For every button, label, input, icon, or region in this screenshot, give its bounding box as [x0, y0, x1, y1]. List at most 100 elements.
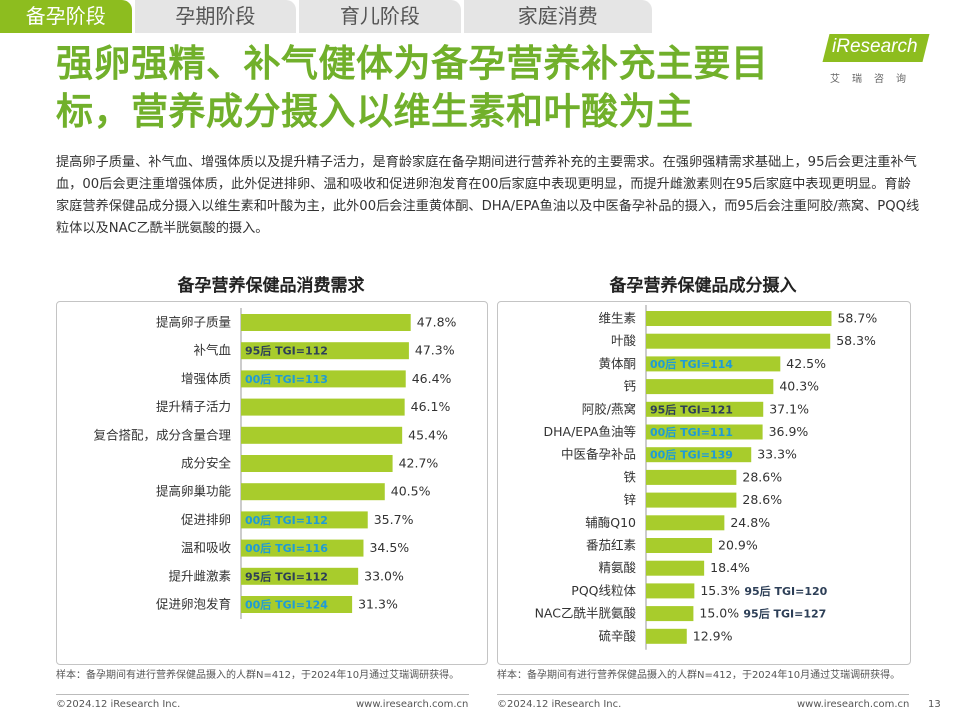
value-label: 31.3% — [358, 597, 398, 612]
bar — [241, 342, 409, 360]
category-label: 提高卵巢功能 — [156, 484, 232, 499]
value-label: 33.0% — [364, 568, 404, 583]
category-label: 精氨酸 — [598, 560, 636, 575]
value-label: 20.9% — [718, 538, 758, 553]
value-label: 47.8% — [417, 315, 457, 330]
bar — [241, 370, 406, 388]
value-label: 58.7% — [837, 311, 877, 326]
bar — [646, 401, 764, 417]
value-label: 36.9% — [769, 424, 809, 439]
category-label: 提升雌激素 — [168, 568, 231, 583]
category-label: 钙 — [623, 379, 636, 394]
bar — [646, 333, 831, 349]
value-label: 28.6% — [742, 492, 782, 507]
tab-parenting[interactable]: 育儿阶段 — [299, 0, 461, 33]
category-label: 提高卵子质量 — [156, 315, 231, 330]
footer-url-left[interactable]: www.iresearch.com.cn — [356, 699, 469, 710]
value-label: 35.7% — [374, 512, 414, 527]
bar — [241, 455, 393, 472]
category-label: 锌 — [623, 492, 636, 507]
bar — [241, 511, 368, 529]
tgi-label: 95后 TGI=127 — [743, 607, 826, 621]
sample-note-left: 样本：备孕期间有进行营养保健品摄入的人群N=412，于2024年10月通过艾瑞调… — [56, 670, 460, 681]
bar — [241, 483, 385, 501]
tgi-label: 00后 TGI=111 — [650, 425, 733, 439]
logo-sub: 艾瑞咨询 — [830, 74, 918, 85]
tgi-label: 00后 TGI=113 — [245, 372, 328, 386]
category-label: 增强体质 — [181, 371, 231, 386]
bar — [646, 356, 781, 372]
category-label: 补气血 — [193, 343, 231, 358]
tgi-label: 00后 TGI=139 — [650, 448, 733, 462]
category-label: 维生素 — [598, 311, 636, 326]
value-label: 40.3% — [779, 379, 819, 394]
category-label: 促进排卵 — [181, 512, 231, 527]
bar — [646, 606, 694, 622]
tgi-label: 00后 TGI=116 — [245, 541, 328, 555]
bar — [241, 426, 403, 444]
category-label: 提升精子活力 — [156, 399, 231, 414]
tgi-label: 95后 TGI=120 — [744, 584, 827, 598]
category-label: 阿胶/燕窝 — [582, 401, 636, 416]
tgi-label: 00后 TGI=112 — [245, 513, 328, 527]
stage-tabs: 备孕阶段 孕期阶段 育儿阶段 家庭消费 — [0, 0, 655, 33]
page-title: 强卵强精、补气健体为备孕营养补充主要目标，营养成分摄入以维生素和叶酸为主 — [56, 42, 769, 133]
footer-divider-left — [56, 694, 469, 695]
tgi-label: 95后 TGI=112 — [245, 344, 328, 358]
category-label: 番茄红素 — [586, 538, 636, 553]
chart-title-ingredients: 备孕营养保健品成分摄入 — [609, 276, 797, 296]
value-label: 40.5% — [391, 484, 431, 499]
tab-pregnancy[interactable]: 孕期阶段 — [134, 0, 297, 33]
value-label: 15.0% — [699, 606, 739, 621]
category-label: DHA/EPA鱼油等 — [544, 424, 636, 439]
category-label: 辅酶Q10 — [585, 515, 636, 530]
chart-title-demand: 备孕营养保健品消费需求 — [177, 276, 365, 296]
chart-panel-demand: 提高卵子质量 47.8% 补气血 47.3% 95后 TGI=112 增强体质 46.4% 0… — [56, 301, 488, 665]
value-label: 28.6% — [742, 469, 782, 484]
iresearch-logo: iResearch 艾瑞咨询 — [822, 34, 936, 90]
value-label: 15.3% — [700, 583, 740, 598]
logo-name: iResearch — [832, 36, 918, 57]
tab-family-consumption[interactable]: 家庭消费 — [463, 0, 652, 33]
bar — [646, 538, 713, 553]
bar — [241, 596, 353, 613]
tab-prepregnancy[interactable]: 备孕阶段 — [0, 0, 132, 33]
page-number: 13 — [928, 699, 941, 710]
value-label: 42.5% — [786, 356, 826, 371]
category-label: 硫辛酸 — [598, 628, 636, 643]
value-label: 12.9% — [693, 628, 733, 643]
category-label: 复合搭配，成分含量合理 — [93, 427, 231, 442]
category-label: 叶酸 — [611, 333, 637, 348]
bar — [646, 447, 752, 463]
category-label: 成分安全 — [181, 456, 232, 471]
bar — [241, 567, 359, 585]
category-label: 黄体酮 — [598, 356, 636, 371]
bar — [646, 311, 832, 326]
bar — [241, 539, 364, 557]
bar — [646, 560, 705, 576]
sample-note-right: 样本：备孕期间有进行营养保健品摄入的人群N=412，于2024年10月通过艾瑞调… — [497, 670, 901, 681]
value-label: 58.3% — [836, 333, 876, 348]
value-label: 33.3% — [757, 447, 797, 462]
tgi-label: 00后 TGI=114 — [650, 357, 733, 371]
category-label: 铁 — [623, 469, 636, 484]
tgi-label: 95后 TGI=121 — [650, 402, 733, 416]
summary-text: 提高卵子质量、补气血、增强体质以及提升精子活力，是育龄家庭在备孕期间进行营养补充… — [56, 155, 920, 236]
category-label: PQQ线粒体 — [571, 583, 636, 598]
bar — [646, 583, 695, 599]
value-label: 42.7% — [399, 456, 439, 471]
footer-copyright-left: ©2024.12 iResearch Inc. — [56, 699, 181, 710]
bar — [646, 424, 763, 440]
tgi-label: 95后 TGI=112 — [245, 569, 328, 583]
footer-copyright-right: ©2024.12 iResearch Inc. — [497, 699, 622, 710]
bar — [241, 398, 405, 416]
bar — [646, 469, 737, 485]
value-label: 46.4% — [412, 371, 452, 386]
category-label: 中医备孕补品 — [561, 447, 636, 462]
bar — [241, 314, 411, 331]
value-label: 47.3% — [415, 343, 455, 358]
category-label: 促进卵泡发育 — [156, 597, 231, 612]
footer-url-right[interactable]: www.iresearch.com.cn — [797, 699, 910, 710]
chart-panel-ingredients: 维生素 58.7% 叶酸 58.3% 黄体酮 42.5% 00后 TGI=114 钙 40.3%… — [497, 301, 911, 665]
value-label: 45.4% — [408, 427, 448, 442]
